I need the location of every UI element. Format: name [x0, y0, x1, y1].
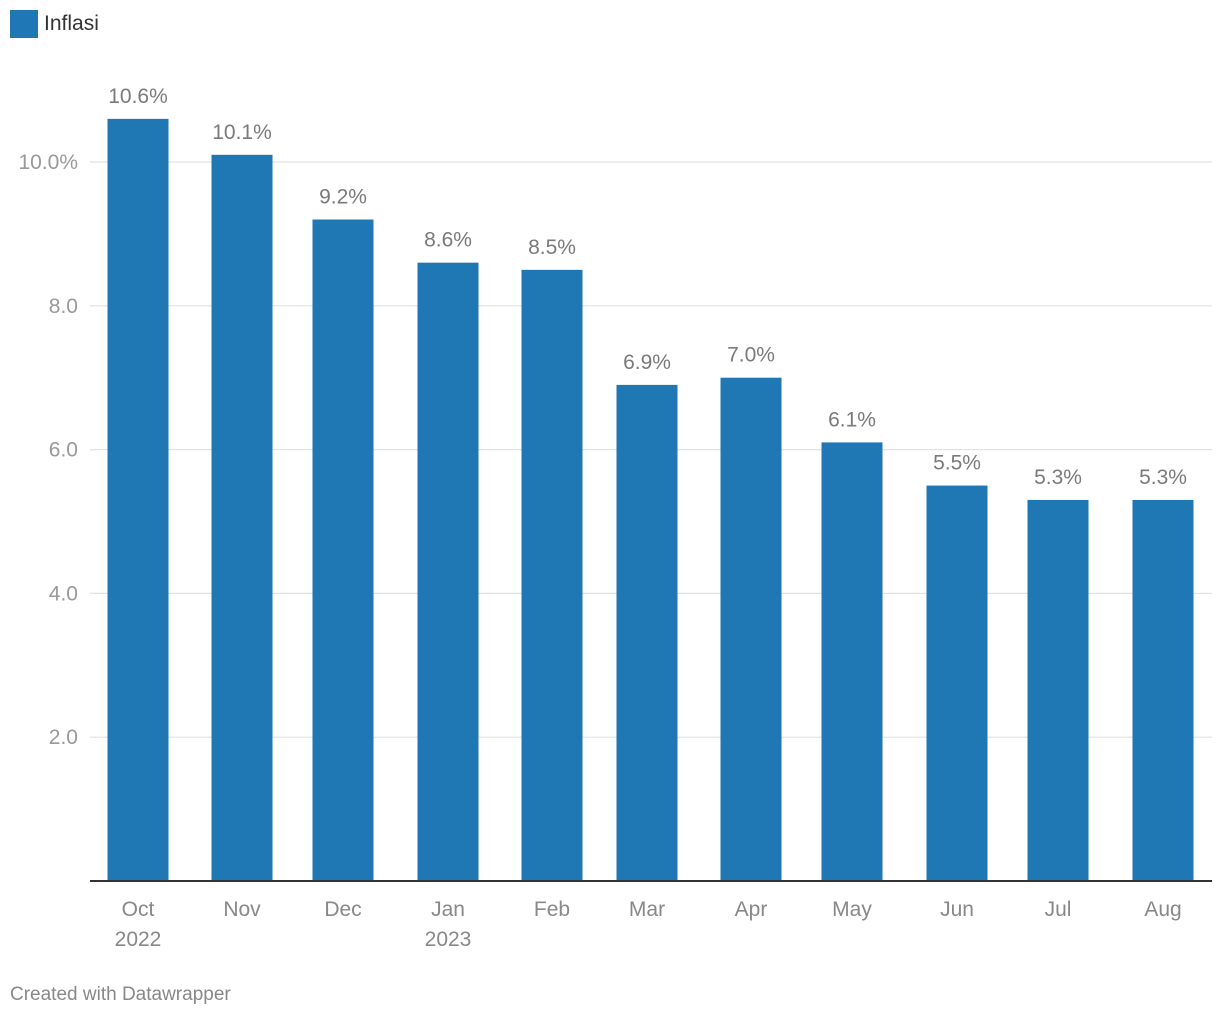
x-tick-label: Jan [431, 898, 465, 921]
value-label: 5.5% [933, 452, 981, 475]
x-tick-label: 2022 [115, 928, 162, 951]
y-tick-label: 2.0 [49, 726, 78, 749]
value-label: 10.1% [212, 121, 272, 144]
x-tick-label: Aug [1144, 898, 1181, 921]
y-tick-label: 8.0 [49, 295, 78, 318]
x-tick-label: Nov [223, 898, 261, 921]
bar [107, 118, 169, 882]
bar [312, 219, 374, 881]
bar [821, 442, 883, 881]
value-label: 6.9% [623, 351, 671, 374]
x-tick-label: Oct [122, 898, 155, 921]
value-label: 5.3% [1034, 466, 1082, 489]
legend-swatch [10, 10, 38, 38]
value-label: 8.6% [424, 229, 472, 252]
credit-footer: Created with Datawrapper [10, 984, 231, 1005]
bar [616, 384, 678, 881]
x-tick-label: Jul [1045, 898, 1072, 921]
value-label: 5.3% [1139, 466, 1187, 489]
value-label: 7.0% [727, 344, 775, 367]
bar [211, 154, 273, 881]
y-tick-label: 6.0 [49, 439, 78, 462]
x-tick-label: Jun [940, 898, 974, 921]
x-tick-label: Feb [534, 898, 570, 921]
value-label: 9.2% [319, 186, 367, 209]
value-label: 10.6% [108, 85, 168, 108]
legend-label: Inflasi [44, 12, 99, 35]
x-tick-label: Dec [324, 898, 361, 921]
bar [417, 262, 479, 881]
bar [521, 269, 583, 882]
y-tick-label: 4.0 [49, 582, 78, 605]
x-tick-label: Mar [629, 898, 665, 921]
value-label: 8.5% [528, 236, 576, 259]
value-label: 6.1% [828, 408, 876, 431]
y-tick-label: 10.0% [18, 151, 78, 174]
x-tick-label: May [832, 898, 872, 921]
chart-legend: Inflasi [10, 10, 99, 38]
x-tick-label: 2023 [425, 928, 472, 951]
bar [1132, 499, 1194, 881]
bar [720, 377, 782, 881]
bar [926, 485, 988, 881]
bar [1027, 499, 1089, 881]
x-tick-label: Apr [735, 898, 768, 921]
